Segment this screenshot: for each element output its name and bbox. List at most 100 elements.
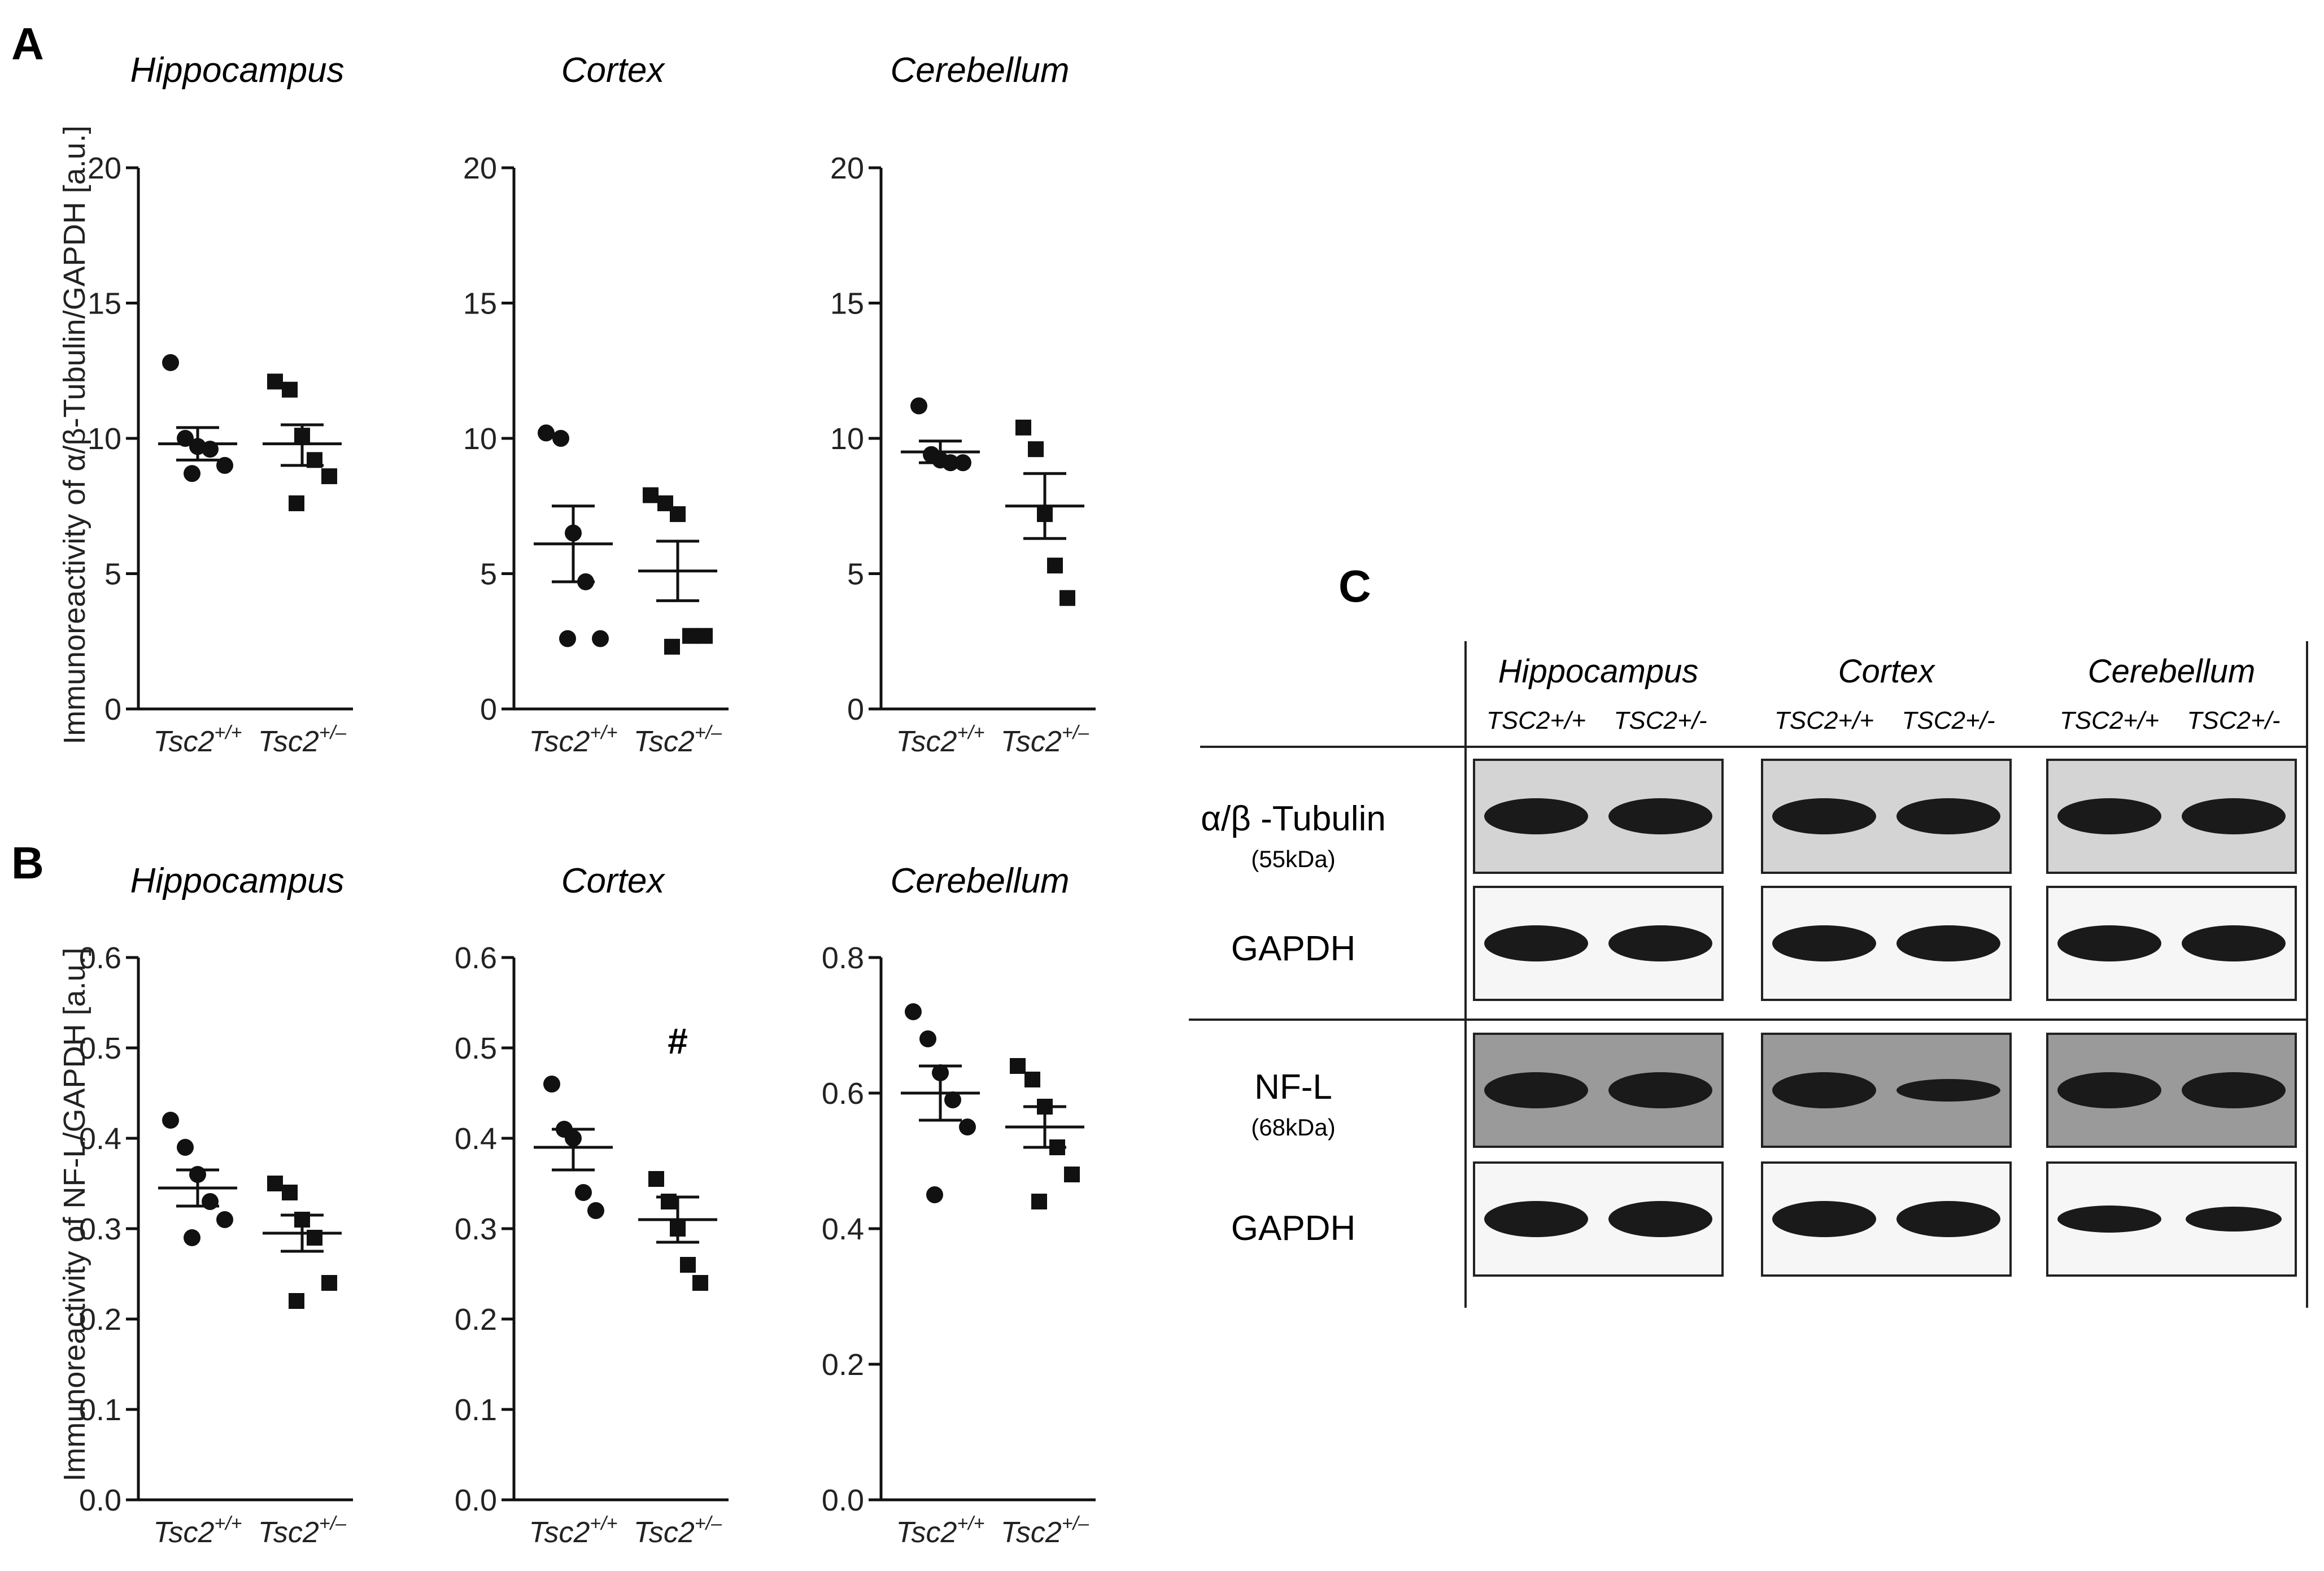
y-tick-label: 20 xyxy=(463,151,497,185)
data-point-circle xyxy=(543,1076,560,1093)
chart-b-cerebellum: Cerebellum 0.0 0.2 0.4 0.6 0.8 Tsc2+/+ Tsc2+/– xyxy=(822,861,1096,1549)
data-point-circle xyxy=(184,465,200,482)
blot-band xyxy=(1608,925,1712,961)
data-point-circle xyxy=(926,1186,943,1203)
genotype-superscript: +/+ xyxy=(590,1513,617,1534)
y-tick-label: 0.2 xyxy=(822,1348,864,1382)
data-point-square xyxy=(1059,590,1075,606)
y-tick-label: 10 xyxy=(88,422,121,456)
chart-title: Hippocampus xyxy=(130,861,344,900)
data-point-circle xyxy=(592,630,609,647)
y-tick-label: 0.0 xyxy=(79,1483,121,1517)
data-point-circle xyxy=(575,1184,592,1201)
blot-band xyxy=(1608,1072,1712,1108)
data-point-square xyxy=(1064,1167,1080,1182)
blot-row-label: α/β -Tubulin xyxy=(1201,799,1386,838)
genotype-superscript: +/– xyxy=(695,1513,722,1534)
y-tick-label: 0.0 xyxy=(455,1483,497,1517)
chart-title: Cerebellum xyxy=(890,861,1069,900)
x-category-label: Tsc2+/+ xyxy=(529,1513,617,1549)
chart-a-cerebellum: Cerebellum 0 5 10 15 20 Tsc2+/+ Tsc2+/– xyxy=(830,51,1096,758)
blot-band xyxy=(1772,798,1876,834)
y-tick-label: 5 xyxy=(480,558,497,591)
chart-a-cortex: Cortex 0 5 10 15 20 Tsc2+/+ Tsc2+/– xyxy=(463,51,729,758)
blot-region-title: Hippocampus xyxy=(1498,653,1699,690)
data-point-circle xyxy=(944,1091,961,1108)
genotype-superscript: +/+ xyxy=(590,722,617,743)
y-tick-label: 0 xyxy=(480,693,497,726)
y-tick-label: 0.2 xyxy=(455,1303,497,1337)
y-tick-label: 0.1 xyxy=(79,1393,121,1427)
y-tick-label: 15 xyxy=(463,287,497,321)
panel-letter-b: B xyxy=(11,838,44,888)
data-point-square xyxy=(1031,1194,1047,1209)
x-category-label: Tsc2+/+ xyxy=(529,722,617,758)
data-point-circle xyxy=(954,454,971,472)
blot-row-label: GAPDH xyxy=(1231,929,1355,968)
y-tick-label: 5 xyxy=(104,558,121,591)
western-blot-panel: Hippocampus TSC2+/+ TSC2+/- Cortex TSC2+/+ TS… xyxy=(1189,641,2308,1308)
blot-lane-label: TSC2+/+ xyxy=(2060,707,2159,734)
data-point-circle xyxy=(552,430,569,447)
y-axis-label-b: Immunoreactivity of NF-L/GAPDH [a.u.] xyxy=(58,947,91,1481)
blot-band xyxy=(1772,1072,1876,1108)
genotype-superscript: +/+ xyxy=(214,722,242,743)
data-point-square xyxy=(282,1185,298,1200)
data-point-square xyxy=(267,373,283,390)
data-point-square xyxy=(670,506,686,523)
genotype-superscript: +/+ xyxy=(214,1513,242,1534)
blot-band xyxy=(2182,798,2286,834)
blot-lane-label: TSC2+/+ xyxy=(1774,707,1874,734)
blot-band xyxy=(1484,925,1588,961)
data-point-circle xyxy=(538,424,555,442)
blot-row-sublabel: (68kDa) xyxy=(1251,1114,1335,1141)
y-tick-label: 0 xyxy=(104,693,121,726)
genotype-superscript: +/– xyxy=(1062,1513,1089,1534)
blot-band xyxy=(1484,1201,1588,1237)
data-point-circle xyxy=(559,630,576,647)
blot-band xyxy=(2057,925,2161,961)
y-tick-label: 20 xyxy=(830,151,864,185)
blot-region-title: Cerebellum xyxy=(2088,653,2256,690)
y-tick-label: 0.5 xyxy=(455,1032,497,1065)
data-point-square xyxy=(1047,558,1063,574)
data-point-circle xyxy=(184,1229,200,1246)
x-category-label: Tsc2+/+ xyxy=(153,722,242,758)
x-category-label: Tsc2+/– xyxy=(634,722,722,758)
blot-lane-label: TSC2+/- xyxy=(1902,707,1995,734)
panel-letter-c: C xyxy=(1338,561,1371,611)
data-point-square xyxy=(321,1275,337,1291)
y-tick-label: 0.3 xyxy=(455,1212,497,1246)
y-tick-label: 0.4 xyxy=(79,1122,121,1156)
blot-band xyxy=(1484,1072,1588,1108)
y-tick-label: 5 xyxy=(847,558,864,591)
y-tick-label: 0 xyxy=(847,693,864,726)
data-point-square xyxy=(267,1176,283,1191)
data-point-square xyxy=(1028,441,1044,458)
data-point-square xyxy=(682,628,698,644)
y-tick-label: 0.6 xyxy=(822,1077,864,1111)
blot-band xyxy=(1772,1201,1876,1237)
x-category-label: Tsc2+/+ xyxy=(896,722,984,758)
genotype-superscript: +/– xyxy=(319,722,347,743)
data-point-circle xyxy=(177,1139,194,1156)
x-category-label: Tsc2+/+ xyxy=(153,1513,242,1549)
chart-title: Cortex xyxy=(561,51,666,90)
y-tick-label: 0.2 xyxy=(79,1303,121,1337)
y-tick-label: 0.8 xyxy=(822,941,864,975)
genotype-superscript: +/– xyxy=(1062,722,1089,743)
blot-band xyxy=(1772,925,1876,961)
data-point-circle xyxy=(162,1112,179,1129)
data-point-square xyxy=(692,1275,708,1291)
chart-b-hippocampus: Hippocampus 0.0 0.1 0.2 0.3 0.4 0.5 0.6 Tsc2+/+ T… xyxy=(79,861,353,1549)
genotype-superscript: +/+ xyxy=(957,722,984,743)
data-point-square xyxy=(321,468,337,485)
y-tick-label: 0.0 xyxy=(822,1483,864,1517)
y-tick-label: 0.6 xyxy=(79,941,121,975)
blot-band xyxy=(1484,798,1588,834)
panel-letter-a: A xyxy=(11,19,44,69)
x-category-label: Tsc2+/– xyxy=(1001,722,1089,758)
y-tick-label: 15 xyxy=(88,287,121,321)
